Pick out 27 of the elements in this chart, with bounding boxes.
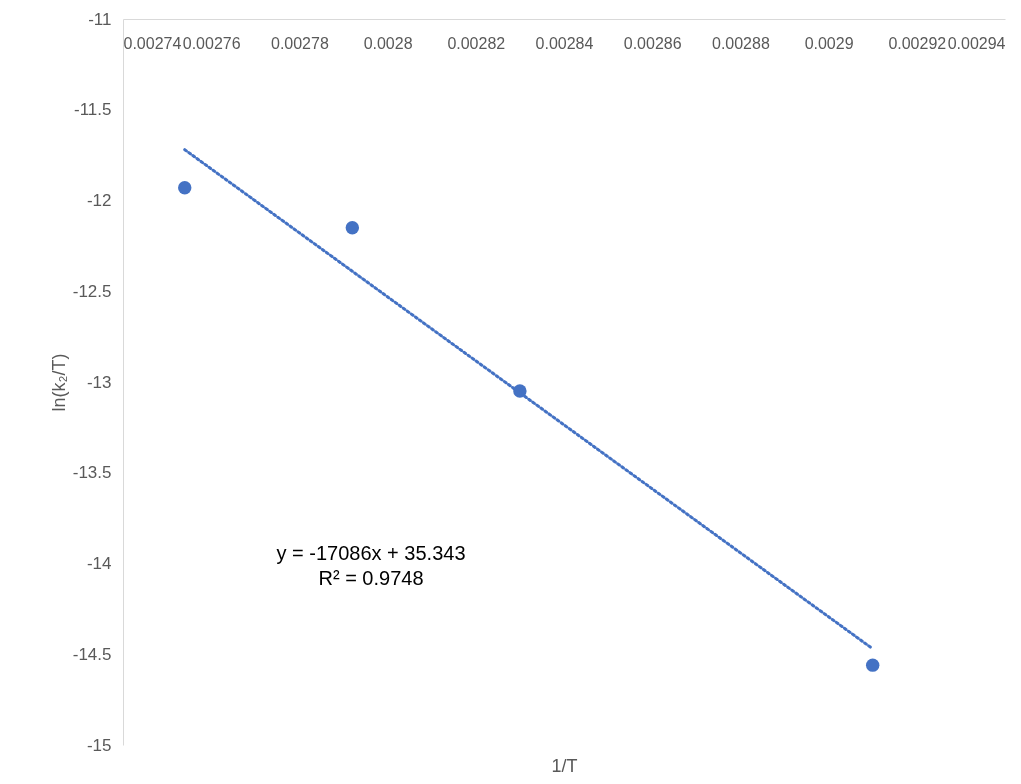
y-axis-title: ln(k₂/T) [48, 353, 69, 412]
annotation: R² = 0.9748 [318, 567, 424, 589]
x-tick-label: 0.00286 [623, 34, 682, 52]
x-tick-label: 0.00294 [947, 34, 1006, 52]
annotation: y = -17086x + 35.343 [276, 542, 466, 564]
x-tick-label: 0.00278 [270, 34, 329, 52]
x-tick-label: 0.00284 [535, 34, 594, 52]
point [865, 658, 880, 672]
y-tick-label: -12.5 [72, 281, 112, 301]
y-tick-label: -13 [86, 372, 112, 392]
x-tick-label: 0.00276 [182, 34, 241, 52]
x-tick-label: 0.0029 [804, 34, 854, 52]
y-tick-label: -11.5 [74, 100, 112, 120]
x-tick-label: 0.0028 [363, 34, 413, 52]
x-tick-label: 0.00274 [123, 34, 182, 52]
y-tick-label: -11 [88, 9, 112, 29]
point [178, 181, 192, 195]
point [345, 221, 360, 235]
x-tick-label: 0.00282 [447, 34, 506, 52]
x-tick-label: 0.00292 [888, 34, 947, 52]
y-tick-label: -14.5 [72, 644, 112, 664]
x-axis-title: 1/T [551, 755, 578, 776]
y-tick-label: -13.5 [72, 463, 112, 483]
y-tick-label: -15 [86, 735, 112, 755]
y-tick-label: -12 [86, 191, 112, 210]
y-tick-label: -14 [86, 554, 112, 573]
x-tick-label: 0.00288 [711, 34, 770, 52]
